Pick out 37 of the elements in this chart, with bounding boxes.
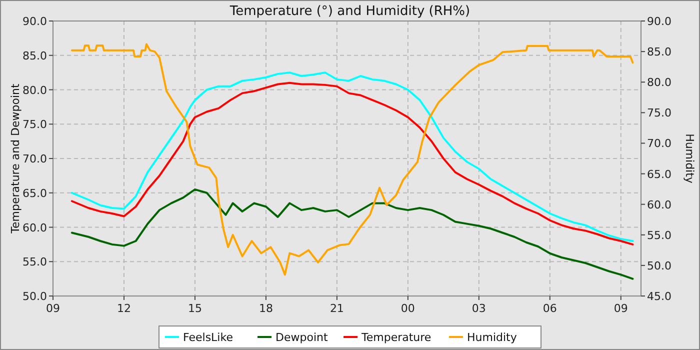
y2-tick-label: 75.0: [647, 106, 672, 120]
y2-axis-title: Humidity: [683, 134, 696, 184]
y2-tick-label: 70.0: [647, 137, 672, 150]
y-tick-label: 90.0: [22, 15, 47, 28]
legend-label: Temperature: [360, 331, 432, 344]
y2-tick-label: 45.0: [647, 290, 672, 303]
y-tick-label: 70.0: [22, 152, 47, 166]
y2-tick-label: 80.0: [647, 76, 672, 90]
y-tick-label: 60.0: [22, 221, 47, 234]
y2-tick-label: 55.0: [647, 228, 672, 242]
y2-tick-label: 50.0: [647, 259, 672, 272]
legend-label: Humidity: [467, 331, 518, 344]
x-tick-label: 21: [330, 302, 344, 315]
y-tick-label: 50.0: [22, 290, 47, 303]
line-series: [70, 188, 634, 280]
line-series: [70, 43, 634, 276]
y-tick-label: 75.0: [22, 118, 47, 132]
y-tick-label: 85.0: [22, 49, 47, 62]
y2-tick-label: 60.0: [647, 198, 672, 212]
y-axis-title: Temperature and Dewpoint: [9, 82, 22, 234]
y-tick-label: 55.0: [22, 256, 47, 269]
x-tick-label: 09: [46, 302, 60, 315]
x-tick-label: 18: [258, 302, 273, 315]
x-tick-label: 03: [472, 302, 486, 315]
y-tick-label: 65.0: [22, 186, 47, 200]
chart-title: Temperature (°) and Humidity (RH%): [228, 4, 470, 19]
x-tick-label: 15: [188, 302, 202, 315]
y2-tick-label: 90.0: [647, 15, 672, 28]
y2-tick-label: 85.0: [647, 46, 672, 59]
y2-tick-label: 65.0: [647, 168, 672, 181]
y-tick-label: 80.0: [22, 84, 47, 97]
x-tick-label: 06: [542, 302, 557, 315]
legend-label: FeelsLike: [183, 331, 234, 344]
legend-label: Dewpoint: [276, 331, 328, 344]
x-tick-label: 09: [614, 302, 628, 315]
x-tick-label: 00: [400, 302, 415, 315]
x-tick-label: 12: [116, 302, 131, 315]
